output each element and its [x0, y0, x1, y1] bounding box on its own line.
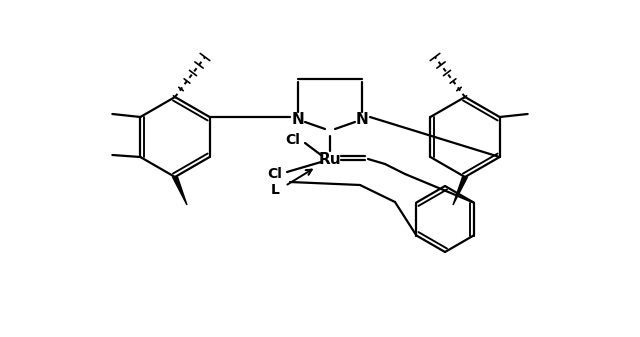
Text: L: L: [271, 183, 280, 197]
Text: N: N: [292, 112, 305, 126]
Polygon shape: [173, 177, 187, 205]
Text: Cl: Cl: [285, 133, 300, 147]
Text: N: N: [356, 112, 369, 126]
Polygon shape: [453, 177, 467, 205]
Text: Cl: Cl: [268, 167, 282, 181]
Text: Ru: Ru: [319, 152, 341, 166]
